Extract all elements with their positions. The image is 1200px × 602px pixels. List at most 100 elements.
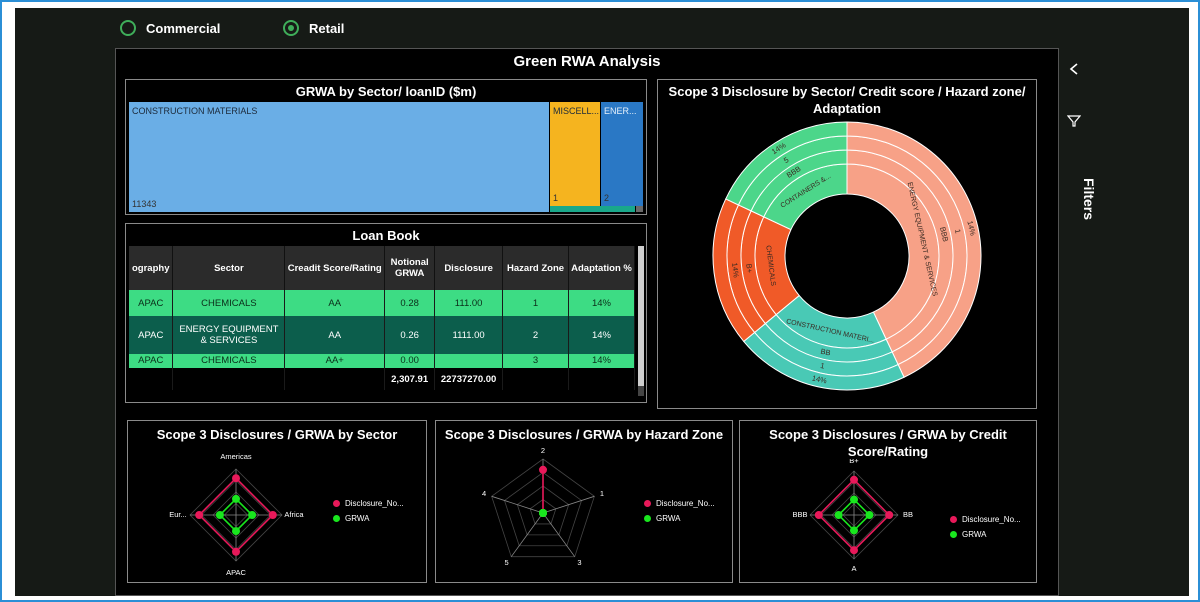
table-row[interactable]: APAC CHEMICALS AA 0.28 111.00 1 14% xyxy=(129,290,636,316)
legend-item[interactable]: GRWA xyxy=(644,514,715,523)
radar-point[interactable] xyxy=(232,474,240,483)
radar-axis-label: B+ xyxy=(849,459,859,465)
treemap-cell-construction[interactable]: CONSTRUCTION MATERIALS 11343 xyxy=(129,102,549,212)
legend-item[interactable]: GRWA xyxy=(950,530,1021,539)
sunburst-label: 1 xyxy=(953,228,963,234)
filters-pane: Filters xyxy=(1059,48,1189,596)
radar-axis-label: Eur... xyxy=(169,510,187,519)
radar-point[interactable] xyxy=(834,511,843,519)
legend-item[interactable]: Disclosure_No... xyxy=(333,499,404,508)
legend-dot-icon xyxy=(644,500,651,507)
legend-label: Disclosure_No... xyxy=(962,515,1021,524)
radar-credit-legend: Disclosure_No... GRWA xyxy=(950,515,1021,545)
radio-commercial[interactable]: Commercial xyxy=(120,20,220,36)
total-cell xyxy=(284,368,386,390)
loan-book-title: Loan Book xyxy=(352,228,420,243)
radar-hazard-legend: Disclosure_No... GRWA xyxy=(644,499,715,529)
filter-icon[interactable] xyxy=(1067,114,1081,128)
radar-axis-label: 5 xyxy=(504,558,508,567)
legend-item[interactable]: GRWA xyxy=(333,514,404,523)
column-header[interactable]: ography xyxy=(129,246,174,290)
column-header[interactable]: Notional GRWA xyxy=(384,246,436,290)
radar-point[interactable] xyxy=(215,511,224,519)
radar-credit-chart: B+ BB A BBB xyxy=(792,459,913,573)
dashboard-app: Commercial Retail Green RWA Analysis GRW… xyxy=(15,8,1189,596)
total-cell: 2,307.91 xyxy=(384,368,436,390)
radio-label-retail: Retail xyxy=(309,20,345,36)
radio-retail[interactable]: Retail xyxy=(283,20,344,36)
radar-point[interactable] xyxy=(865,511,874,519)
legend-item[interactable]: Disclosure_No... xyxy=(644,499,715,508)
radar-point[interactable] xyxy=(850,526,858,535)
total-cell xyxy=(502,368,569,390)
table-cell: APAC xyxy=(129,354,174,368)
report-canvas: Green RWA Analysis GRWA by Sector/ loanI… xyxy=(115,48,1059,596)
column-header[interactable]: Sector xyxy=(172,246,286,290)
treemap-panel: GRWA by Sector/ loanID ($m) CONSTRUCTION… xyxy=(125,79,647,215)
column-header[interactable]: Creadit Score/Rating xyxy=(284,246,386,290)
table-cell xyxy=(434,354,504,368)
legend-label: Disclosure_No... xyxy=(345,499,404,508)
total-cell xyxy=(568,368,636,390)
radar-sector-chart: Americas Africa APAC Eur... xyxy=(169,452,304,577)
table-row[interactable]: APAC CHEMICALS AA+ 0.00 3 14% xyxy=(129,354,636,368)
radar-point[interactable] xyxy=(850,546,858,555)
radar-point[interactable] xyxy=(850,475,858,484)
loan-book-panel: Loan Book ography Sector Creadit Score/R… xyxy=(125,223,647,403)
chevron-left-icon[interactable] xyxy=(1067,62,1081,76)
table-cell: APAC xyxy=(129,316,174,354)
radar-point[interactable] xyxy=(232,494,240,503)
table-cell: 1111.00 xyxy=(434,316,504,354)
table-header-row: ography Sector Creadit Score/Rating Noti… xyxy=(129,246,636,290)
treemap-cell-other[interactable] xyxy=(636,206,643,212)
radar-axis xyxy=(542,495,595,514)
table-row[interactable]: APAC ENERGY EQUIPMENT & SERVICES AA 0.26… xyxy=(129,316,636,354)
radar-axis-label: 1 xyxy=(600,489,604,498)
radio-circle-icon xyxy=(120,20,136,36)
sunburst-label: 5 xyxy=(782,155,790,165)
filters-label[interactable]: Filters xyxy=(1081,178,1097,221)
sunburst-panel: Scope 3 Disclosure by Sector/ Credit sco… xyxy=(657,79,1037,409)
treemap-chart: CONSTRUCTION MATERIALS 11343 MISCELL... … xyxy=(129,102,643,212)
treemap-cell-small[interactable] xyxy=(550,206,635,212)
radar-axis xyxy=(491,495,544,514)
table-cell: AA xyxy=(284,290,386,316)
radar-credit-panel: Scope 3 Disclosures / GRWA by Credit Sco… xyxy=(739,420,1037,583)
radar-axis-label: APAC xyxy=(226,568,246,577)
radar-point[interactable] xyxy=(539,509,547,517)
radar-point[interactable] xyxy=(850,495,858,504)
sunburst-label: B+ xyxy=(744,263,754,274)
column-header[interactable]: Adaptation % xyxy=(568,246,636,290)
radar-point[interactable] xyxy=(232,527,240,536)
radar-point[interactable] xyxy=(268,511,277,519)
radar-point[interactable] xyxy=(248,511,257,519)
radar-point[interactable] xyxy=(539,465,547,474)
treemap-cell-energy[interactable]: ENER... 2 xyxy=(601,102,643,206)
radar-grid-ring xyxy=(491,458,595,558)
treemap-cell-miscellaneous[interactable]: MISCELL... 1 xyxy=(550,102,600,206)
radar-sector-legend: Disclosure_No... GRWA xyxy=(333,499,404,529)
radar-point[interactable] xyxy=(195,511,204,519)
radar-axis-label: Africa xyxy=(284,510,304,519)
treemap-cell-value: 2 xyxy=(604,193,610,203)
sunburst-segment[interactable] xyxy=(725,121,848,206)
table-cell: AA xyxy=(284,316,386,354)
table-cell: 14% xyxy=(568,316,636,354)
table-scrollbar-thumb[interactable] xyxy=(638,246,644,386)
legend-dot-icon xyxy=(950,516,957,523)
loan-book-table: ography Sector Creadit Score/Rating Noti… xyxy=(129,246,636,390)
radar-grid-ring xyxy=(516,485,570,536)
radio-label-commercial: Commercial xyxy=(146,20,221,36)
radar-hazard-panel: Scope 3 Disclosures / GRWA by Hazard Zon… xyxy=(435,420,733,583)
radar-point[interactable] xyxy=(232,547,240,556)
column-header[interactable]: Hazard Zone xyxy=(502,246,569,290)
table-cell: APAC xyxy=(129,290,174,316)
radar-point[interactable] xyxy=(814,511,823,519)
radar-point[interactable] xyxy=(885,511,894,519)
column-header[interactable]: Disclosure xyxy=(434,246,504,290)
radar-sector-title: Scope 3 Disclosures / GRWA by Sector xyxy=(156,427,398,442)
total-cell xyxy=(129,368,174,390)
sunburst-title: Scope 3 Disclosure by Sector/ Credit sco… xyxy=(668,84,1026,116)
legend-item[interactable]: Disclosure_No... xyxy=(950,515,1021,524)
